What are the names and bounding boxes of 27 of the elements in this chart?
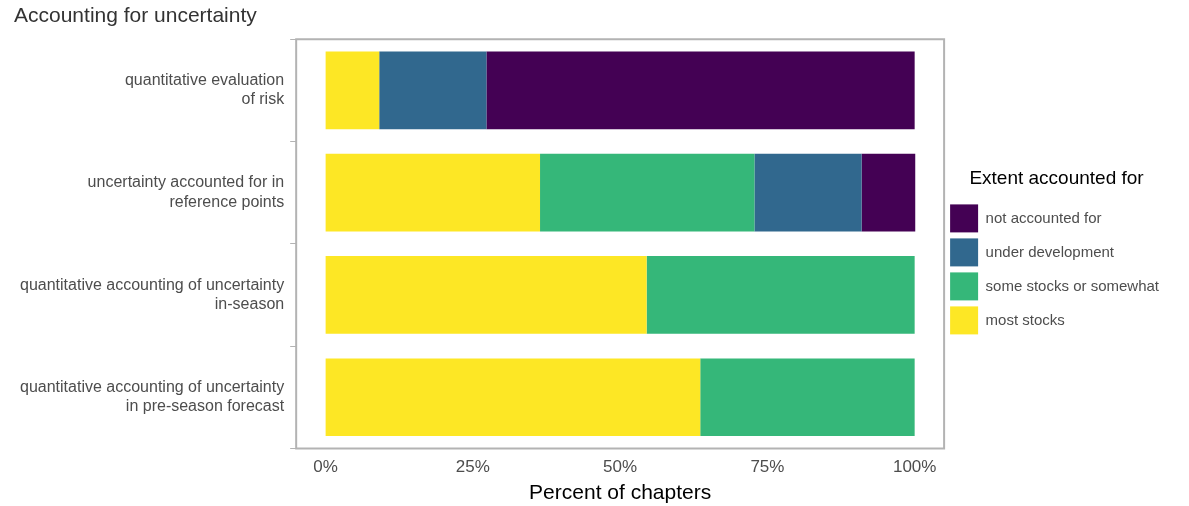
legend-label: most stocks [985,310,1065,328]
bar [754,153,862,232]
x-axis-title: Percent of chapters [529,480,712,504]
bar [700,358,915,437]
y-tick-label: uncertainty accounted for in reference points [87,173,285,210]
bar [646,256,915,334]
x-tick-label: 100% [892,457,937,477]
bar [540,153,755,232]
bar [325,153,541,232]
y-tick-label: quantitative accounting of uncertainty in pre-season forecast [20,378,285,415]
legend-title: Extent accounted for [969,167,1145,189]
x-tick-label: 50% [603,457,638,477]
bar [486,51,915,130]
y-tick-label: quantitative evaluation of risk [124,71,286,108]
bar [325,256,647,334]
x-tick-label: 0% [313,457,338,477]
legend-label: under development [985,242,1115,260]
legend-label: not accounted for [985,208,1102,226]
bar [325,51,380,130]
y-tick-label: quantitative accounting of uncertainty in-season [20,275,285,312]
bar [325,358,701,437]
x-tick-label: 75% [750,457,785,477]
x-tick-label: 25% [455,457,490,477]
legend-label: some stocks or somewhat [985,276,1160,294]
chart-title: Accounting for uncertainty [14,3,258,27]
bar [379,51,487,130]
bar [861,153,916,232]
